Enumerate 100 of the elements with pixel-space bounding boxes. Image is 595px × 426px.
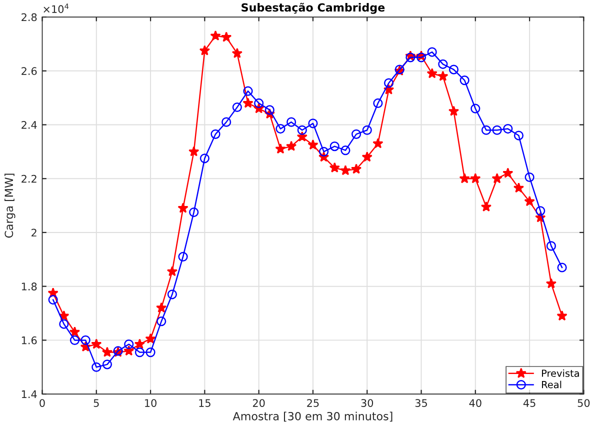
point bbox=[557, 262, 567, 272]
point bbox=[91, 338, 102, 349]
point bbox=[276, 124, 286, 134]
x-tick-label: 5 bbox=[94, 399, 99, 407]
point bbox=[146, 348, 156, 358]
point bbox=[178, 252, 188, 262]
x-tick-label: 40 bbox=[469, 399, 482, 407]
point bbox=[460, 76, 470, 86]
point bbox=[286, 140, 297, 151]
point bbox=[556, 310, 568, 321]
point bbox=[524, 196, 535, 206]
point bbox=[210, 129, 220, 139]
point bbox=[296, 131, 308, 142]
point bbox=[297, 125, 307, 135]
chart-title: Subestação Cambridge bbox=[242, 2, 385, 14]
point bbox=[513, 182, 524, 193]
point bbox=[102, 346, 113, 357]
point bbox=[470, 173, 481, 184]
x-tick-label: 10 bbox=[145, 399, 156, 407]
point bbox=[503, 124, 513, 134]
point bbox=[156, 316, 166, 326]
point bbox=[459, 173, 470, 184]
point bbox=[178, 202, 188, 213]
point bbox=[275, 143, 286, 154]
point bbox=[470, 104, 480, 114]
point bbox=[546, 278, 557, 288]
point bbox=[362, 125, 372, 135]
point bbox=[524, 172, 534, 182]
point bbox=[232, 102, 242, 112]
point bbox=[362, 152, 372, 162]
y-tick-label: 2.6 bbox=[22, 67, 37, 76]
point bbox=[166, 266, 178, 276]
point bbox=[480, 201, 492, 212]
point bbox=[502, 168, 514, 178]
point bbox=[546, 241, 556, 251]
point bbox=[308, 118, 318, 128]
y-tick-label: 2.2 bbox=[22, 174, 36, 183]
point bbox=[481, 125, 492, 135]
point bbox=[134, 348, 144, 358]
y-tick-label: 1.6 bbox=[22, 336, 37, 344]
y-tick-label: 1.4 bbox=[22, 390, 37, 398]
point bbox=[222, 117, 232, 127]
point bbox=[145, 333, 156, 344]
point bbox=[536, 206, 546, 216]
y-tick-label: 2.8 bbox=[22, 13, 37, 22]
x-tick-label: 50 bbox=[578, 399, 590, 407]
point bbox=[189, 207, 199, 218]
point bbox=[242, 98, 254, 108]
point bbox=[514, 130, 524, 140]
point bbox=[48, 295, 58, 305]
point bbox=[200, 154, 210, 164]
point bbox=[350, 164, 362, 174]
point bbox=[426, 68, 438, 78]
point bbox=[330, 142, 340, 152]
point bbox=[232, 48, 242, 58]
y-tick-label: 2 bbox=[32, 228, 36, 236]
point bbox=[329, 162, 340, 172]
point bbox=[427, 47, 437, 57]
point bbox=[102, 360, 112, 370]
y-axis-title: Carga [MW] bbox=[4, 174, 16, 238]
point bbox=[308, 139, 318, 150]
point bbox=[438, 59, 448, 69]
point bbox=[438, 70, 448, 81]
x-tick-label: 35 bbox=[415, 399, 427, 407]
x-tick-label: 0 bbox=[40, 399, 45, 407]
point bbox=[210, 30, 221, 41]
x-tick-label: 20 bbox=[252, 399, 265, 407]
point bbox=[92, 362, 102, 372]
point bbox=[448, 106, 460, 116]
y-tick-label: 2.4 bbox=[22, 120, 37, 129]
text: ×10$^{4}$ bbox=[44, 4, 69, 14]
x-tick-label: 30 bbox=[361, 399, 374, 407]
point bbox=[134, 338, 146, 349]
point bbox=[492, 125, 502, 135]
point bbox=[340, 164, 351, 176]
x-tick-label: 15 bbox=[199, 399, 210, 407]
point bbox=[124, 339, 134, 350]
point bbox=[59, 319, 69, 329]
point bbox=[243, 86, 253, 96]
point bbox=[286, 117, 296, 127]
point bbox=[199, 45, 210, 56]
point bbox=[384, 78, 394, 88]
point bbox=[448, 64, 459, 74]
point bbox=[340, 146, 350, 156]
point bbox=[372, 138, 384, 148]
legend-label: Real bbox=[542, 380, 562, 388]
point bbox=[254, 98, 264, 108]
x-tick-label: 45 bbox=[523, 399, 536, 407]
x-axis-title: Amostra [30 em 30 minutos] bbox=[232, 412, 392, 422]
point bbox=[319, 146, 329, 156]
point bbox=[167, 290, 177, 300]
point bbox=[351, 129, 362, 139]
point bbox=[69, 326, 80, 337]
point bbox=[373, 98, 383, 108]
y-tick-label: 1.8 bbox=[22, 282, 37, 290]
point bbox=[80, 335, 90, 345]
point bbox=[156, 302, 167, 313]
x-tick-label: 25 bbox=[307, 399, 319, 407]
point bbox=[492, 173, 502, 184]
point bbox=[264, 105, 274, 115]
